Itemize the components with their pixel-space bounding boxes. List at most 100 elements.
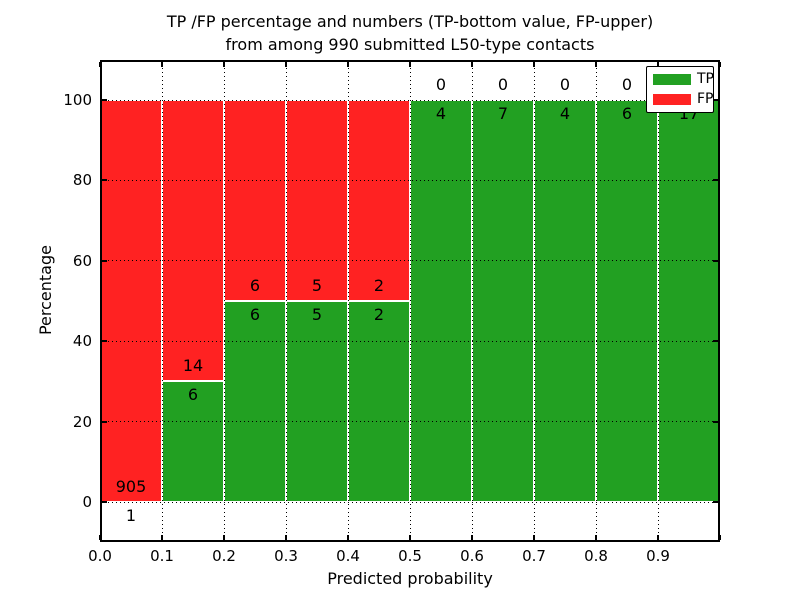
fp-count-label: 0 — [559, 75, 571, 94]
v-gridline — [533, 60, 535, 542]
x-tickmark — [223, 62, 225, 67]
y-tick-label: 60 — [72, 251, 92, 270]
bar-segment-fp — [162, 100, 224, 382]
tp-count-label: 7 — [497, 104, 509, 123]
y-tick-label: 100 — [63, 91, 92, 109]
tp-count-label: 6 — [621, 104, 633, 123]
bar-segment-tp — [534, 100, 596, 502]
tp-count-label: 2 — [373, 305, 385, 324]
x-tickmark — [161, 535, 163, 540]
x-tickmark — [657, 535, 659, 540]
y-tickmark — [713, 420, 718, 423]
y-tick-label: 0 — [82, 493, 92, 511]
tp-count-label: 6 — [187, 385, 199, 405]
chart-title-line2: from among 990 submitted L50-type contac… — [225, 35, 595, 54]
y-tickmark — [102, 501, 107, 503]
x-axis-label: Predicted probability — [327, 569, 493, 588]
x-tick-label: 0.7 — [522, 547, 546, 565]
x-tick-label: 0.3 — [274, 547, 298, 565]
tp-count-label: 6 — [249, 305, 261, 324]
y-tickmark — [102, 340, 107, 343]
fp-count-label: 6 — [249, 276, 261, 295]
bar-segment-fp — [348, 100, 410, 301]
v-gridline — [657, 60, 659, 542]
x-tickmark — [595, 535, 597, 540]
tp-count-label: 1 — [125, 505, 137, 525]
x-tickmark — [99, 535, 101, 540]
x-tickmark — [161, 62, 163, 67]
axis-spine-right — [718, 60, 720, 542]
y-tickmark — [102, 259, 107, 262]
x-tick-label: 0.0 — [88, 547, 112, 565]
v-gridline — [161, 60, 163, 542]
bar-segment-tp — [472, 100, 534, 502]
x-tick-label: 0.8 — [584, 547, 608, 565]
legend-label-tp: TP — [697, 71, 714, 87]
v-gridline — [409, 60, 411, 542]
legend-label-fp: FP — [697, 91, 714, 107]
fp-count-label: 0 — [435, 75, 447, 94]
x-tickmark — [471, 535, 473, 540]
bar-segment-fp — [100, 100, 162, 502]
x-tickmark — [657, 62, 659, 67]
y-tickmark — [713, 340, 718, 343]
v-gridline — [223, 60, 225, 542]
fp-swatch — [653, 94, 691, 105]
x-tick-label: 0.1 — [150, 547, 174, 565]
x-tickmark — [471, 62, 473, 67]
chart-title-line1: TP /FP percentage and numbers (TP-bottom… — [166, 12, 654, 31]
fp-count-label: 905 — [115, 476, 147, 496]
v-gridline — [347, 60, 349, 542]
fp-count-label: 2 — [373, 276, 385, 295]
axis-spine-bottom — [100, 540, 720, 542]
x-tickmark — [533, 535, 535, 540]
y-tickmark — [102, 179, 107, 182]
tp-count-label: 5 — [311, 305, 323, 324]
bar-segment-tp — [286, 301, 348, 502]
bar-segment-tp — [224, 301, 286, 502]
y-tickmark — [713, 179, 718, 182]
y-tickmark — [713, 259, 718, 262]
bar-segment-tp — [162, 381, 224, 502]
x-tickmark — [719, 535, 721, 540]
x-tick-label: 0.4 — [336, 547, 360, 565]
v-gridline — [285, 60, 287, 542]
x-tickmark — [533, 62, 535, 67]
x-tickmark — [285, 535, 287, 540]
x-tickmark — [285, 62, 287, 67]
legend-item-tp: TP — [653, 71, 714, 87]
tp-count-label: 4 — [559, 104, 571, 123]
legend-item-fp: FP — [653, 91, 714, 107]
v-gridline — [595, 60, 597, 542]
tp-count-label: 4 — [435, 104, 447, 123]
x-tickmark — [409, 535, 411, 540]
bar-segment-fp — [224, 100, 286, 301]
tp-swatch — [653, 74, 691, 85]
x-tickmark — [347, 62, 349, 67]
y-tick-label: 20 — [72, 412, 92, 431]
y-tick-label: 40 — [72, 332, 92, 351]
bar-segment-tp — [410, 100, 472, 502]
bar-segment-tp — [348, 301, 410, 502]
axis-spine-left — [100, 60, 102, 542]
bar-segment-fp — [286, 100, 348, 301]
bar-segment-tp — [658, 100, 720, 502]
y-tick-label: 80 — [72, 171, 92, 190]
v-gridline — [471, 60, 473, 542]
plot-area: 905114666552204070406017 — [99, 60, 721, 542]
x-tickmark — [719, 62, 721, 67]
x-tick-label: 0.9 — [646, 547, 670, 565]
fp-count-label: 5 — [311, 276, 323, 295]
y-tickmark — [102, 99, 107, 101]
y-tickmark — [713, 501, 718, 503]
fp-count-label: 0 — [621, 75, 633, 94]
legend: TP FP — [646, 66, 714, 113]
x-tickmark — [347, 535, 349, 540]
y-tickmark — [713, 99, 718, 101]
bar-segment-tp — [596, 100, 658, 502]
x-tick-label: 0.6 — [460, 547, 484, 565]
x-tickmark — [99, 62, 101, 67]
x-tickmark — [595, 62, 597, 67]
x-tick-label: 0.5 — [398, 547, 422, 565]
